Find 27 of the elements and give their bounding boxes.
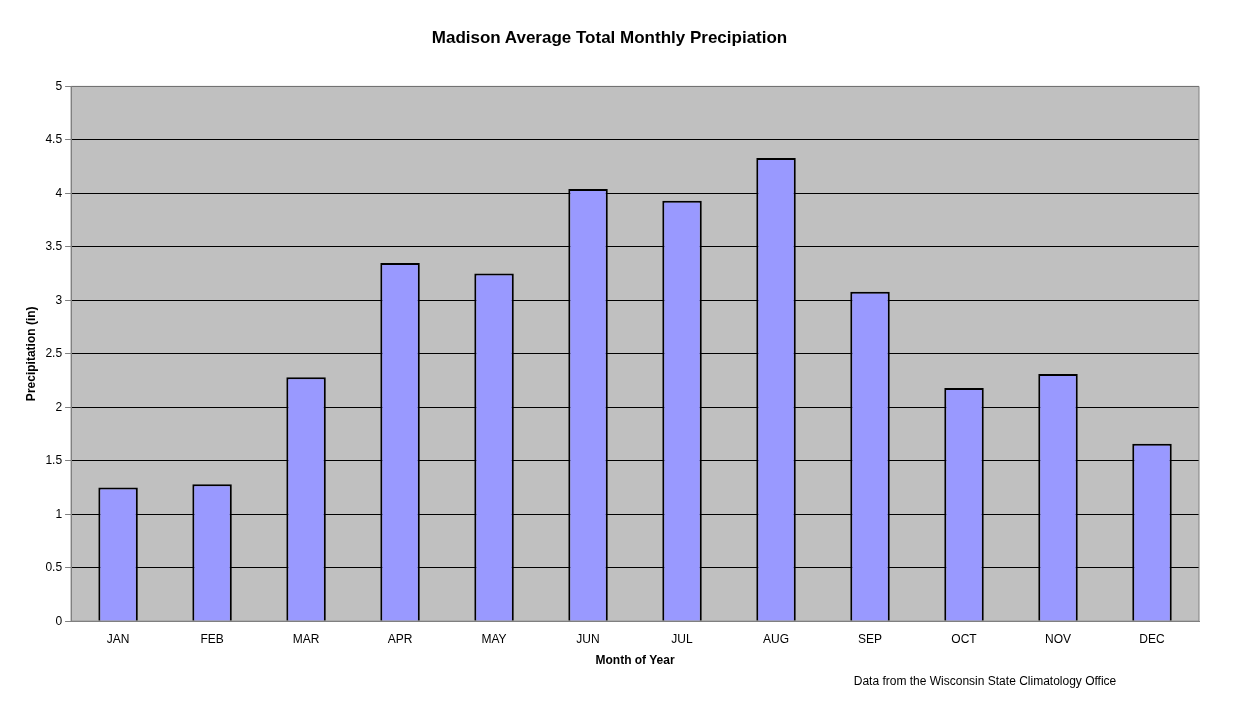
chart-title: Madison Average Total Monthly Precipiation xyxy=(431,27,788,47)
x-tick-label: JAN xyxy=(106,631,130,646)
x-tick-label: FEB xyxy=(200,631,224,646)
y-tick-label: 2 xyxy=(55,399,63,414)
x-axis-title: Month of Year xyxy=(595,653,675,668)
y-tick-label: 0.5 xyxy=(45,560,63,575)
y-tick-label: 0 xyxy=(55,613,63,628)
x-tick-label: NOV xyxy=(1045,631,1072,646)
x-tick-label: APR xyxy=(387,631,413,646)
y-tick-label: 2.5 xyxy=(45,346,63,361)
y-tick-label: 1.5 xyxy=(45,453,63,468)
y-tick-label: 1 xyxy=(55,506,63,521)
y-tick-label: 4 xyxy=(55,185,63,200)
x-tick-label: OCT xyxy=(951,631,978,646)
x-tick-label: MAR xyxy=(292,631,320,646)
y-tick-label: 3 xyxy=(55,292,63,307)
x-tick-label: AUG xyxy=(763,631,790,646)
x-tick-label: DEC xyxy=(1139,631,1165,646)
x-tick-label: SEP xyxy=(858,631,883,646)
x-tick-label: JUL xyxy=(671,631,694,646)
y-tick-label: 3.5 xyxy=(45,239,63,254)
x-tick-label: MAY xyxy=(481,631,507,646)
x-tick-label: JUN xyxy=(576,631,600,646)
y-axis-title: Precipitation (in) xyxy=(23,306,38,402)
y-tick-label: 5 xyxy=(55,78,63,93)
y-tick-label: 4.5 xyxy=(45,132,63,147)
text: Data from the Wisconsin State Climatology Office xyxy=(853,674,1117,689)
